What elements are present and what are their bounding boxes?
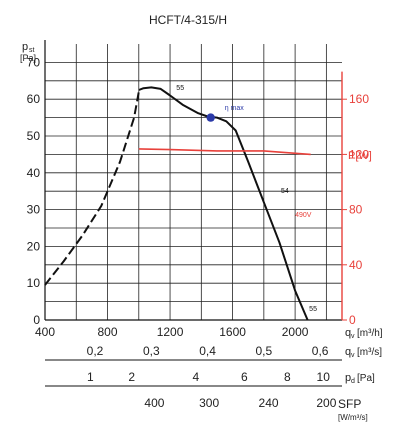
extra-scales: 0,2 0,3 0,4 0,5 0,6 q v [m³/s] 1 2 4 6 8 10 p d [Pa] 400 3… — [45, 344, 382, 422]
y-tick-label: 30 — [27, 203, 41, 217]
scale-unit: [m³/s] — [357, 347, 382, 358]
x-tick-label: 1200 — [157, 325, 184, 339]
x-axis-subscript: v — [351, 333, 355, 340]
annotation-label: 54 — [281, 188, 289, 195]
scale-value: 0,4 — [199, 344, 216, 358]
right-tick-label: 120 — [349, 147, 369, 161]
right-tick-label: 0 — [349, 313, 356, 327]
scale-value: 1 — [87, 370, 94, 384]
annotation-label: 55 — [309, 306, 317, 313]
series-line-pressure-stable — [138, 86, 309, 321]
labels-layer: 55 η max 54 490V 55 — [176, 85, 317, 313]
x-axis-label: q — [345, 327, 351, 339]
right-tick-label: 160 — [349, 92, 369, 106]
scale-value: 400 — [144, 396, 164, 410]
scale-value: 0,3 — [143, 344, 160, 358]
scale-value: 300 — [199, 396, 219, 410]
point-eta-max — [206, 113, 215, 122]
scale-label: SFP — [338, 397, 361, 411]
scale-value: 0,6 — [312, 344, 329, 358]
scale-value: 200 — [316, 396, 336, 410]
annotation-label: 55 — [176, 85, 184, 92]
scale-value: 8 — [284, 370, 291, 384]
scale-subscript: v — [351, 352, 355, 359]
scale-unit: [Pa] — [357, 373, 375, 384]
annotation-label: η max — [225, 105, 245, 112]
right-axis-label: P[W] — [348, 150, 372, 162]
x-tick-label: 2000 — [282, 325, 309, 339]
scale-value: 0,2 — [87, 344, 104, 358]
y-tick-label: 0 — [33, 313, 40, 327]
scale-value: 0,5 — [255, 344, 272, 358]
y-tick-label: 10 — [27, 276, 41, 290]
x-tick-label: 400 — [35, 325, 55, 339]
y-axis-subscript: st — [29, 47, 35, 54]
chart-title: HCFT/4-315/H — [149, 13, 227, 27]
series-line-power — [138, 148, 311, 156]
x-tick-label: 800 — [98, 325, 118, 339]
y-tick-label: 70 — [27, 55, 41, 69]
y-tick-label: 40 — [27, 166, 41, 180]
x-axis-unit: [m³/h] — [357, 328, 383, 339]
right-tick-label: 40 — [349, 258, 363, 272]
scale-label: p — [345, 372, 351, 384]
annotation-label: 490V — [295, 212, 312, 219]
y-tick-label: 20 — [27, 239, 41, 253]
y-tick-label: 60 — [27, 92, 41, 106]
series-layer — [44, 86, 311, 321]
scale-value: 4 — [193, 370, 200, 384]
y-tick-label: 50 — [27, 129, 41, 143]
scale-value: 2 — [128, 370, 135, 384]
scale-value: 6 — [241, 370, 248, 384]
scale-label: q — [345, 346, 351, 358]
scale-subscript: d — [351, 378, 355, 385]
axes: 0 10 20 30 40 50 60 70 p st[Pa] 0 40 80 120 160 P[W] 400… — [20, 40, 383, 340]
series-line-pressure-unstable — [44, 91, 140, 286]
scale-value: 10 — [317, 370, 331, 384]
x-tick-label: 1600 — [219, 325, 246, 339]
scale-unit: [W/m³/s] — [338, 413, 368, 422]
y-axis-unit: [Pa] — [20, 53, 36, 63]
right-tick-label: 80 — [349, 203, 363, 217]
grid-lines — [44, 44, 342, 320]
scale-value: 240 — [259, 396, 279, 410]
y-axis-label: p — [22, 41, 28, 53]
